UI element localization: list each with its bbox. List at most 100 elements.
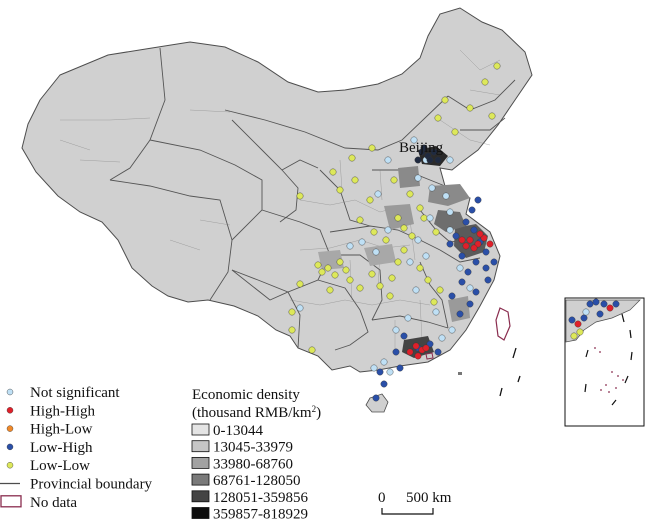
low-low-point xyxy=(408,232,416,240)
inset-cluster-point xyxy=(586,300,594,308)
low-high-point xyxy=(452,232,460,240)
high-high-point xyxy=(458,236,466,244)
low-low-point xyxy=(493,62,501,70)
low-high-point xyxy=(462,218,470,226)
low-high-point xyxy=(400,332,408,340)
inset-cluster-point xyxy=(574,320,582,328)
low-low-point xyxy=(424,276,432,284)
low-low-point xyxy=(406,190,414,198)
not-significant-point xyxy=(404,314,412,322)
shade-hebei xyxy=(398,166,420,188)
not-significant-point xyxy=(386,368,394,376)
lisa-legend-item: Not significant xyxy=(6,385,120,401)
coastal-islets xyxy=(458,347,521,397)
inset-cluster-point xyxy=(600,300,608,308)
not-significant-point xyxy=(428,184,436,192)
density-unit: (thousand RMB/km xyxy=(192,405,312,421)
lisa-legend-item: High-High xyxy=(6,403,95,419)
boundary-tibet xyxy=(109,179,233,301)
not-significant-point xyxy=(358,238,366,246)
density-class-label: 0-13044 xyxy=(213,423,263,439)
inset-dashes xyxy=(584,313,633,406)
low-low-point xyxy=(296,192,304,200)
lisa-legend-item: High-Low xyxy=(6,422,93,438)
low-low-point xyxy=(356,284,364,292)
low-low-point xyxy=(434,114,442,122)
not-significant-point xyxy=(414,236,422,244)
low-low-point xyxy=(336,186,344,194)
low-high-point xyxy=(458,278,466,286)
south-china-sea-inset xyxy=(564,297,645,427)
low-low-point xyxy=(351,176,359,184)
high-high-point xyxy=(466,236,474,244)
low-low-point xyxy=(288,326,296,334)
density-swatch xyxy=(191,473,210,486)
nine-dash-line xyxy=(621,313,625,323)
density-legend-subtitle: (thousand RMB/km2) xyxy=(192,404,321,421)
lisa-legend-label: High-Low xyxy=(30,422,93,438)
inset-island xyxy=(600,389,602,391)
legend-swatch xyxy=(6,443,14,451)
nine-dash-line xyxy=(611,399,617,406)
low-low-point xyxy=(368,270,376,278)
density-class-label: 359857-818929 xyxy=(213,507,308,521)
legend-swatch xyxy=(6,407,14,414)
lisa-legend-item: Low-High xyxy=(6,440,93,456)
density-swatch xyxy=(191,490,210,503)
lisa-legend: Not significant High-High High-Low Low-High… xyxy=(0,385,153,511)
not-significant-point xyxy=(346,242,354,250)
low-high-point xyxy=(446,240,454,248)
inset-points xyxy=(568,298,620,340)
nine-dash-line xyxy=(585,349,589,358)
not-significant-point xyxy=(448,326,456,334)
legend-swatch xyxy=(0,495,22,508)
inset-cluster-point xyxy=(582,308,590,316)
low-low-point xyxy=(314,261,322,269)
not-significant-point xyxy=(426,214,434,222)
inset-cluster-point xyxy=(596,310,604,318)
density-class: 359857-818929 xyxy=(191,507,308,521)
inset-cluster-point xyxy=(576,328,584,336)
low-low-point xyxy=(370,228,378,236)
low-high-point xyxy=(470,226,478,234)
inset-island xyxy=(622,379,624,381)
high-high-point xyxy=(486,240,494,248)
high-high-point xyxy=(422,344,430,352)
inset-cluster-point xyxy=(570,332,578,340)
low-low-point xyxy=(346,276,354,284)
density-class-label: 128051-359856 xyxy=(213,490,308,506)
scale-bar: 0 500 km xyxy=(378,490,452,515)
lisa-legend-item: Provincial boundary xyxy=(0,477,153,493)
low-low-point xyxy=(430,298,438,306)
not-significant-point xyxy=(422,252,430,260)
inset-island xyxy=(615,387,617,389)
not-significant-point xyxy=(372,248,380,256)
high-high-point xyxy=(426,156,434,164)
inset-island xyxy=(611,371,613,373)
mainland-outline xyxy=(21,7,533,373)
density-class: 13045-33979 xyxy=(191,440,293,456)
lisa-legend-label: High-High xyxy=(30,403,95,419)
low-low-point xyxy=(356,216,364,224)
nine-dash-line xyxy=(630,351,633,361)
boundary-zhejiang xyxy=(439,249,481,263)
boundary-ningxia xyxy=(281,159,319,171)
scale-end-label: 500 km xyxy=(406,490,452,506)
low-low-point xyxy=(342,266,350,274)
not-significant-point xyxy=(384,156,392,164)
low-low-point xyxy=(451,128,459,136)
low-low-point xyxy=(481,78,489,86)
low-low-point xyxy=(400,224,408,232)
density-legend-title: Economic density xyxy=(192,387,300,403)
low-high-point xyxy=(472,288,480,296)
low-high-point xyxy=(396,364,404,372)
low-high-point xyxy=(468,206,476,214)
boundary-inner-mongolia xyxy=(224,95,449,151)
low-low-point xyxy=(382,236,390,244)
not-significant-point xyxy=(466,284,474,292)
inset-island xyxy=(605,384,607,386)
inset-cluster-point xyxy=(568,316,576,324)
density-swatch xyxy=(191,423,210,436)
low-low-point xyxy=(329,168,337,176)
